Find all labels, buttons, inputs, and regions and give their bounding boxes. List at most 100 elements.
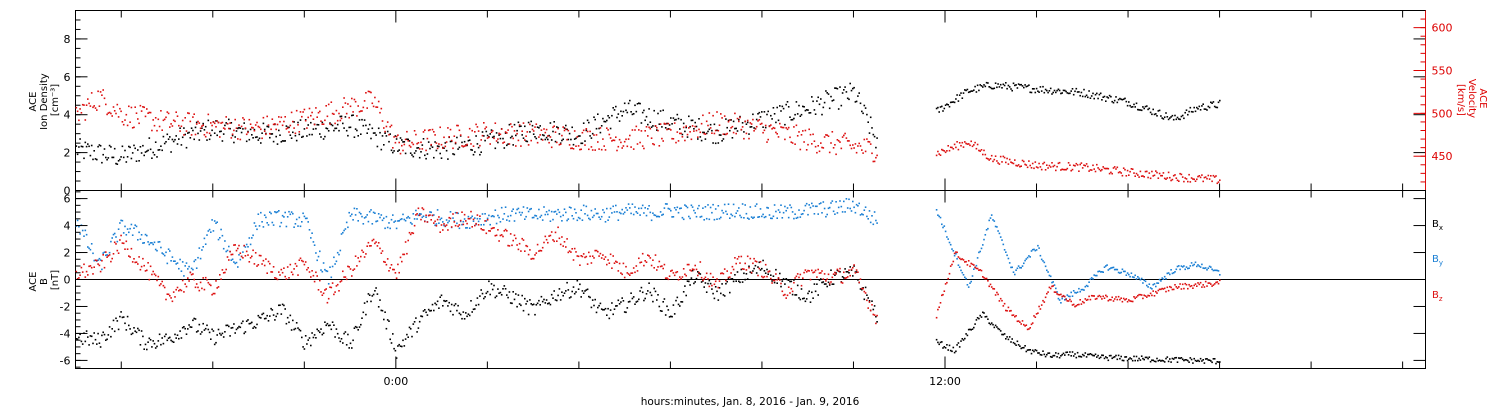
density-point (240, 131, 243, 134)
density-point (794, 113, 796, 116)
density-point (1208, 106, 1211, 109)
Bz-point (758, 267, 761, 270)
velocity-point (1217, 181, 1220, 183)
Bx-point (647, 290, 649, 292)
velocity-point (983, 149, 985, 152)
Bx-point (201, 331, 203, 333)
velocity-point (1046, 164, 1048, 166)
Bx-point (741, 281, 744, 283)
density-point (476, 143, 479, 145)
By-point (1088, 281, 1090, 283)
velocity-point (663, 122, 666, 125)
By-point (1129, 275, 1131, 278)
velocity-point (722, 133, 725, 135)
Bx-point (570, 296, 572, 298)
velocity-point (630, 146, 632, 148)
By-point (600, 215, 603, 218)
Bz-point (647, 254, 649, 256)
velocity-point (1126, 169, 1129, 172)
Bx-point (1201, 360, 1203, 362)
Bx-point (348, 347, 350, 349)
density-point (1130, 106, 1133, 108)
magnetic-field-data-points (75, 198, 1221, 365)
velocity-point (831, 131, 834, 133)
Bz-point (116, 249, 119, 252)
velocity-point (152, 119, 154, 121)
By-point (219, 237, 221, 239)
Bx-point (875, 315, 877, 318)
Bx-point (1162, 360, 1165, 362)
Bz-point (483, 229, 485, 231)
density-point (1172, 118, 1175, 121)
Bx-point (170, 339, 172, 342)
By-point (325, 270, 327, 272)
By-point (169, 250, 171, 252)
By-point (294, 223, 297, 225)
Bx-point (431, 303, 434, 306)
By-point (420, 213, 422, 215)
Bz-point (577, 255, 580, 258)
By-point (586, 214, 589, 217)
Bz-point (1012, 314, 1015, 316)
density-point (989, 86, 992, 89)
Bx-point (449, 310, 452, 313)
Bx-point (1149, 360, 1152, 363)
By-point (836, 212, 839, 214)
density-point (133, 144, 135, 147)
By-point (348, 211, 350, 214)
velocity-point (363, 100, 366, 102)
velocity-point (1158, 172, 1161, 175)
Bz-point (427, 214, 430, 217)
Bx-point (312, 336, 315, 339)
Bx-point (409, 328, 412, 330)
Bz-point (149, 265, 152, 268)
By-point (190, 267, 193, 270)
velocity-point (98, 105, 101, 107)
Bx-point (691, 269, 694, 272)
By-point (846, 207, 849, 209)
By-point (750, 216, 753, 218)
Bz-point (450, 226, 453, 228)
By-point (335, 260, 338, 263)
velocity-point (394, 141, 397, 144)
By-point (311, 232, 313, 234)
Bx-point (1079, 355, 1081, 358)
Bx-point (342, 342, 344, 344)
Bz-point (245, 250, 248, 253)
velocity-point (573, 130, 576, 132)
density-point (1181, 114, 1184, 117)
Bx-point (500, 294, 503, 296)
density-point (1021, 85, 1024, 87)
velocity-point (156, 129, 158, 132)
density-point (312, 128, 315, 130)
velocity-point (1140, 175, 1143, 177)
velocity-point (408, 144, 411, 147)
Bz-point (192, 273, 194, 275)
Bx-point (1190, 358, 1193, 361)
density-point (987, 82, 989, 84)
plasma-ytick-label: 8 (64, 33, 71, 46)
By-point (1207, 267, 1210, 269)
By-point (622, 213, 625, 215)
Bz-point (174, 296, 176, 298)
Bz-point (645, 261, 648, 263)
density-point (1101, 99, 1103, 101)
Bx-point (1148, 356, 1151, 358)
Bx-point (648, 282, 650, 284)
By-point (506, 219, 508, 221)
Bx-point (652, 300, 654, 303)
By-point (987, 227, 989, 230)
velocity-point (762, 131, 764, 134)
Bz-point (1044, 296, 1047, 299)
Bx-point (80, 340, 83, 343)
Bz-point (513, 234, 516, 237)
density-point (103, 148, 106, 150)
Bz-point (1202, 284, 1204, 286)
velocity-point (532, 130, 535, 132)
density-point (703, 131, 705, 134)
Bz-point (412, 232, 415, 235)
Bx-point (1144, 356, 1147, 359)
Bz-point (142, 257, 144, 260)
density-point (344, 116, 347, 118)
velocity-point (192, 116, 194, 118)
